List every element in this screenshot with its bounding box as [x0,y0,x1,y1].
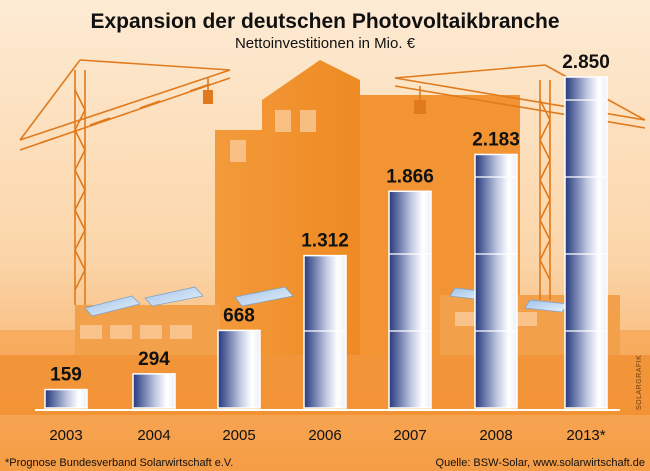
value-label: 159 [50,365,82,386]
value-label: 2.183 [472,129,520,150]
x-tick-label: 2004 [137,427,170,444]
x-tick-label: 2013* [566,427,605,444]
bar-2004 [133,374,175,408]
bar-2013 [565,77,607,408]
x-tick-label: 2006 [308,427,341,444]
x-tick-label: 2008 [479,427,512,444]
footnote: *Prognose Bundesverband Solarwirtschaft … [5,457,233,469]
chart-title: Expansion der deutschen Photovoltaikbran… [90,10,559,33]
bar-2003 [45,390,87,408]
value-label: 668 [223,305,255,326]
bar-2005 [218,330,260,408]
source-note: Quelle: BSW-Solar, www.solarwirtschaft.d… [436,457,645,469]
bar-2007 [389,191,431,408]
x-tick-label: 2007 [393,427,426,444]
x-tick-label: 2005 [222,427,255,444]
value-label: 294 [138,349,170,370]
credit-label: SOLARGRAFIK [636,355,643,410]
bar-2008 [475,154,517,408]
value-label: 2.850 [562,52,610,73]
x-tick-label: 2003 [49,427,82,444]
chart-subtitle: Nettoinvestitionen in Mio. € [235,35,416,52]
value-label: 1.866 [386,166,434,187]
value-label: 1.312 [301,231,349,252]
bar-2006 [304,256,346,408]
